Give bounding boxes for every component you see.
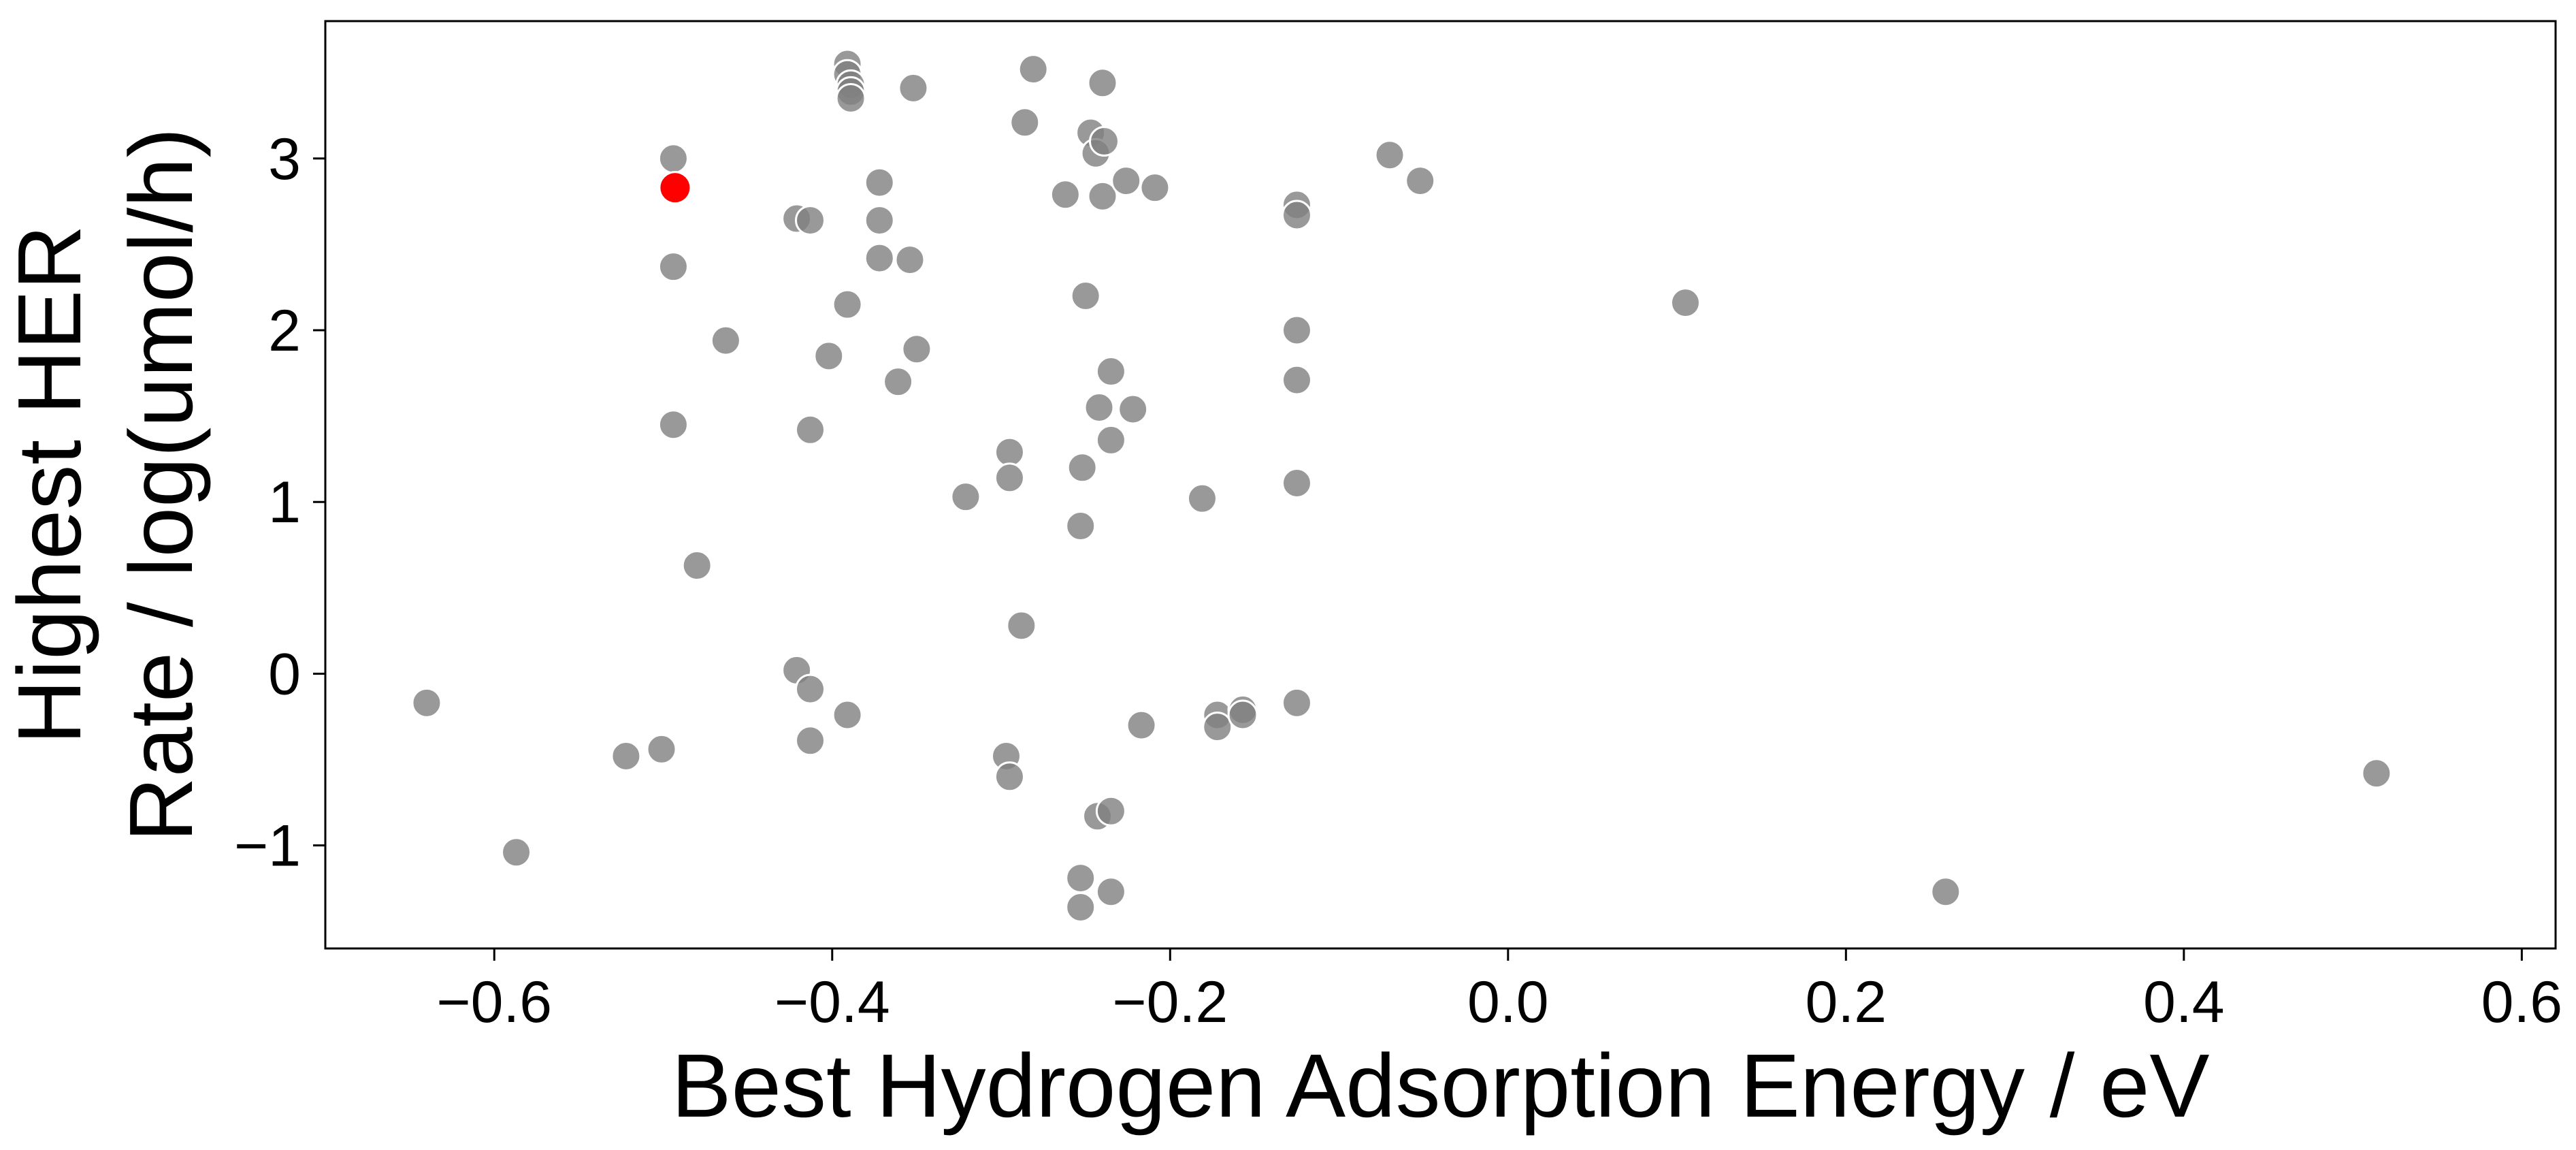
data-point xyxy=(1009,107,1041,138)
x-tick-label: 0.4 xyxy=(2143,970,2225,1035)
data-point xyxy=(832,289,863,320)
data-point xyxy=(994,761,1025,793)
data-point xyxy=(657,143,689,174)
data-point xyxy=(610,741,642,772)
x-tick-label: −0.4 xyxy=(775,970,890,1035)
data-point xyxy=(710,325,741,356)
data-point xyxy=(1139,172,1171,204)
data-point xyxy=(1281,199,1312,231)
data-point xyxy=(646,733,677,765)
data-point xyxy=(1669,287,1701,319)
data-point xyxy=(1049,179,1081,210)
data-point xyxy=(832,699,863,731)
data-point xyxy=(1405,165,1436,197)
data-point xyxy=(864,167,895,198)
data-point xyxy=(1095,795,1126,827)
data-point xyxy=(1088,126,1120,157)
x-tick-label: −0.6 xyxy=(436,970,552,1035)
data-point xyxy=(1281,364,1312,396)
data-point xyxy=(1066,452,1098,483)
data-point xyxy=(657,251,689,283)
data-point xyxy=(2361,758,2392,789)
data-point xyxy=(1065,891,1096,923)
data-point xyxy=(1202,712,1233,743)
y-tick-label: 2 xyxy=(268,298,301,364)
x-axis: −0.6 −0.4 −0.2 0.0 0.2 0.4 0.6 xyxy=(436,948,2562,1035)
x-tick-label: −0.2 xyxy=(1112,970,1228,1035)
data-point xyxy=(813,340,845,372)
y-axis-title-line-2: Rate / log(umol/h) xyxy=(111,127,211,842)
data-point xyxy=(794,725,826,756)
data-point xyxy=(1087,67,1118,99)
data-point xyxy=(1006,610,1037,641)
y-tick-label: 3 xyxy=(268,127,301,192)
data-point xyxy=(1281,687,1312,718)
data-point xyxy=(994,436,1025,468)
data-point xyxy=(1095,876,1126,908)
data-point xyxy=(1065,863,1096,894)
data-point xyxy=(657,409,689,441)
x-tick-label: 0.6 xyxy=(2481,970,2563,1035)
data-point xyxy=(1017,54,1049,85)
y-axis: −1 0 1 2 3 xyxy=(234,127,325,879)
data-point xyxy=(1126,709,1157,741)
data-point xyxy=(894,244,926,276)
highlighted-data-point xyxy=(658,171,692,205)
data-point xyxy=(864,205,895,236)
data-point xyxy=(794,414,826,445)
plot-frame xyxy=(324,20,2557,950)
data-point xyxy=(681,550,713,581)
x-tick-label: 0.0 xyxy=(1467,970,1549,1035)
data-point xyxy=(1374,140,1405,171)
x-tick-label: 0.2 xyxy=(1806,970,1887,1035)
y-tick-label: −1 xyxy=(234,814,301,879)
data-point xyxy=(994,462,1025,494)
data-point xyxy=(501,837,532,868)
data-point xyxy=(1095,424,1126,456)
data-point xyxy=(1111,165,1142,197)
y-axis-title-line-1: Highest HER xyxy=(0,225,99,745)
data-point xyxy=(1095,356,1126,387)
data-point xyxy=(1070,281,1101,312)
data-point xyxy=(794,205,826,236)
data-point xyxy=(1281,315,1312,346)
x-axis-title: Best Hydrogen Adsorption Energy / eV xyxy=(672,1036,2210,1136)
data-point xyxy=(411,687,442,718)
data-point xyxy=(883,366,914,398)
data-point xyxy=(1186,483,1218,514)
data-point xyxy=(864,242,895,274)
data-point xyxy=(1930,876,1961,908)
data-point xyxy=(794,673,826,705)
data-point xyxy=(835,83,866,114)
y-tick-label: 1 xyxy=(268,470,301,535)
y-tick-label: 0 xyxy=(268,641,301,707)
data-point xyxy=(1087,180,1118,212)
points-layer xyxy=(411,48,2392,923)
data-point xyxy=(1227,699,1258,731)
data-point xyxy=(898,72,929,103)
data-point xyxy=(901,334,932,365)
data-point xyxy=(950,481,981,513)
data-point xyxy=(1083,392,1115,423)
data-point xyxy=(1065,511,1096,542)
data-point xyxy=(1118,394,1149,425)
data-point xyxy=(1281,467,1312,498)
